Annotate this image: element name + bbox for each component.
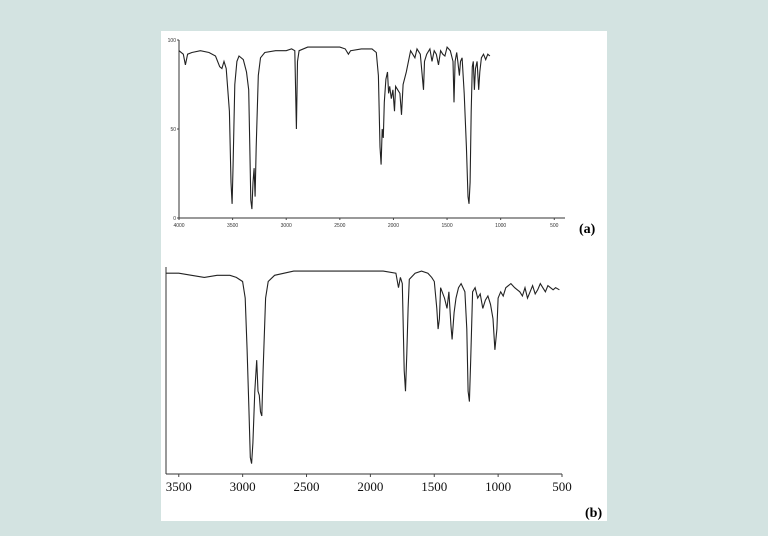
b-x-tick-label: 2500 (294, 479, 320, 494)
panel-label-a: (a) (579, 222, 596, 237)
spectrum-b-chart: 3500 3000 2500 2000 1500 1000 500 (b) (165, 267, 602, 521)
a-x-tick-label: 2000 (388, 223, 399, 229)
b-x-tick-label: 3500 (166, 479, 192, 494)
a-x-tick-label: 500 (550, 223, 559, 229)
spectrum-a-ticks: 4000 3500 3000 2500 2000 1500 1000 500 0 50 100 (168, 38, 559, 229)
figure-panel: 4000 3500 3000 2500 2000 1500 1000 500 0 50 100 (a… (161, 31, 607, 521)
a-x-tick-label: 2500 (334, 223, 345, 229)
a-x-tick-label: 1000 (495, 223, 506, 229)
a-x-tick-label: 4000 (173, 223, 184, 229)
a-y-tick-label: 0 (173, 216, 176, 222)
spectrum-b-line (166, 270, 560, 464)
panel-label-b: (b) (585, 506, 602, 521)
b-x-tick-label: 1500 (421, 479, 447, 494)
spectrum-a-chart: 4000 3500 3000 2500 2000 1500 1000 500 0 50 100 (a… (168, 38, 596, 237)
b-x-tick-label: 3000 (230, 479, 256, 494)
b-x-tick-label: 1000 (485, 479, 511, 494)
ir-spectra-figure: 4000 3500 3000 2500 2000 1500 1000 500 0 50 100 (a… (165, 38, 602, 521)
a-x-tick-label: 3500 (227, 223, 238, 229)
spectrum-b-ticks: 3500 3000 2500 2000 1500 1000 500 (166, 474, 572, 494)
a-y-tick-label: 50 (170, 127, 176, 133)
b-x-tick-label: 500 (552, 479, 572, 494)
a-x-tick-label: 3000 (281, 223, 292, 229)
a-y-tick-label: 100 (168, 38, 177, 44)
spectrum-a-line (178, 45, 491, 210)
a-x-tick-label: 1500 (441, 223, 452, 229)
b-x-tick-label: 2000 (357, 479, 383, 494)
